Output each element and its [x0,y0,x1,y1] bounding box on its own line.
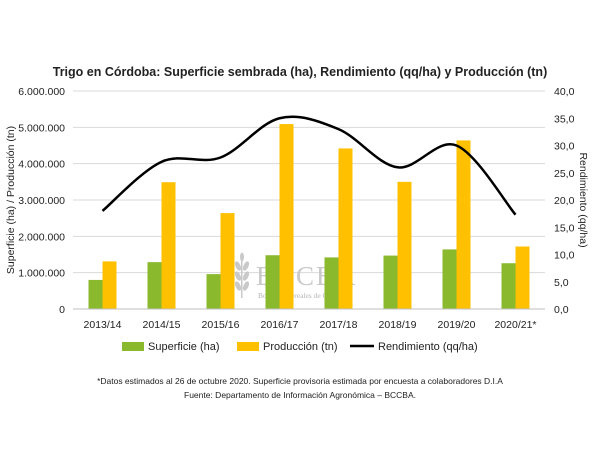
y-right-tick-label: 20,0 [554,195,575,207]
y-left-tick-label: 0 [59,304,65,316]
y-right-tick-label: 5,0 [554,277,569,289]
bar-superficie [442,249,457,309]
x-tick-label: 2018/19 [379,319,417,331]
legend-swatch [237,342,259,351]
wheat-logo-icon [234,252,250,298]
bar-superficie [206,274,221,309]
x-tick-label: 2013/14 [84,319,122,331]
bar-superficie [88,279,103,309]
watermark-subtitle: Bolsa de Cereales de Córdoba [258,291,349,300]
bar-superficie [324,257,339,309]
x-axis-ticks: 2013/14 2014/15 2015/16 2016/17 2017/18 2018/… [84,319,537,331]
left-axis-ticks: 0 1.000.000 2.000.000 3.000.000 4.000.000 5.0… [18,86,65,316]
legend-label: Rendimiento (qq/ha) [378,341,478,353]
y-right-tick-label: 25,0 [554,168,575,180]
legend-swatch [122,342,144,351]
y-right-tick-label: 15,0 [554,222,575,234]
bar-produccion [456,140,471,309]
y-axis-left-label: Superficie (ha) / Producción (tn) [5,126,17,274]
bar-produccion [338,148,353,309]
x-tick-label: 2020/21* [494,319,536,331]
bar-superficie [501,263,516,309]
y-left-tick-label: 4.000.000 [18,159,65,171]
bar-produccion [515,246,530,309]
y-left-tick-label: 6.000.000 [18,86,65,98]
x-tick-label: 2019/20 [438,319,476,331]
chart-title: Trigo en Córdoba: Superficie sembrada (h… [53,65,547,79]
bar-superficie [147,262,162,309]
legend-label: Producción (tn) [263,341,338,353]
legend: Superficie (ha) Producción (tn) Rendimient… [122,341,478,353]
x-tick-label: 2017/18 [320,319,358,331]
y-right-tick-label: 10,0 [554,250,575,262]
bar-produccion [220,213,235,309]
bar-produccion [161,182,176,309]
line-rendimiento [101,115,517,216]
y-axis-right-label: Rendimiento (qq/ha) [577,152,589,247]
bar-produccion [397,181,412,309]
x-tick-label: 2016/17 [261,319,299,331]
bar-produccion [102,261,117,309]
x-tick-label: 2014/15 [143,319,181,331]
bars [88,124,530,310]
y-right-tick-label: 35,0 [554,113,575,125]
x-tick-label: 2015/16 [202,319,240,331]
right-axis-ticks: 0,0 5,0 10,0 15,0 20,0 25,0 30,0 35,0 40,0 [554,86,575,316]
bar-superficie [383,255,398,309]
y-right-tick-label: 30,0 [554,141,575,153]
y-left-tick-label: 5.000.000 [18,122,65,134]
legend-label: Superficie (ha) [148,341,220,353]
footnote: *Datos estimados al 26 de octubre 2020. … [97,376,503,386]
y-right-tick-label: 0,0 [554,304,569,316]
y-left-tick-label: 2.000.000 [18,231,65,243]
line-series [101,115,517,216]
y-right-tick-label: 40,0 [554,86,575,98]
bar-superficie [265,255,280,309]
source-note: Fuente: Departamento de Información Agro… [184,390,416,400]
y-left-tick-label: 3.000.000 [18,195,65,207]
bar-produccion [279,124,294,310]
y-left-tick-label: 1.000.000 [18,268,65,280]
